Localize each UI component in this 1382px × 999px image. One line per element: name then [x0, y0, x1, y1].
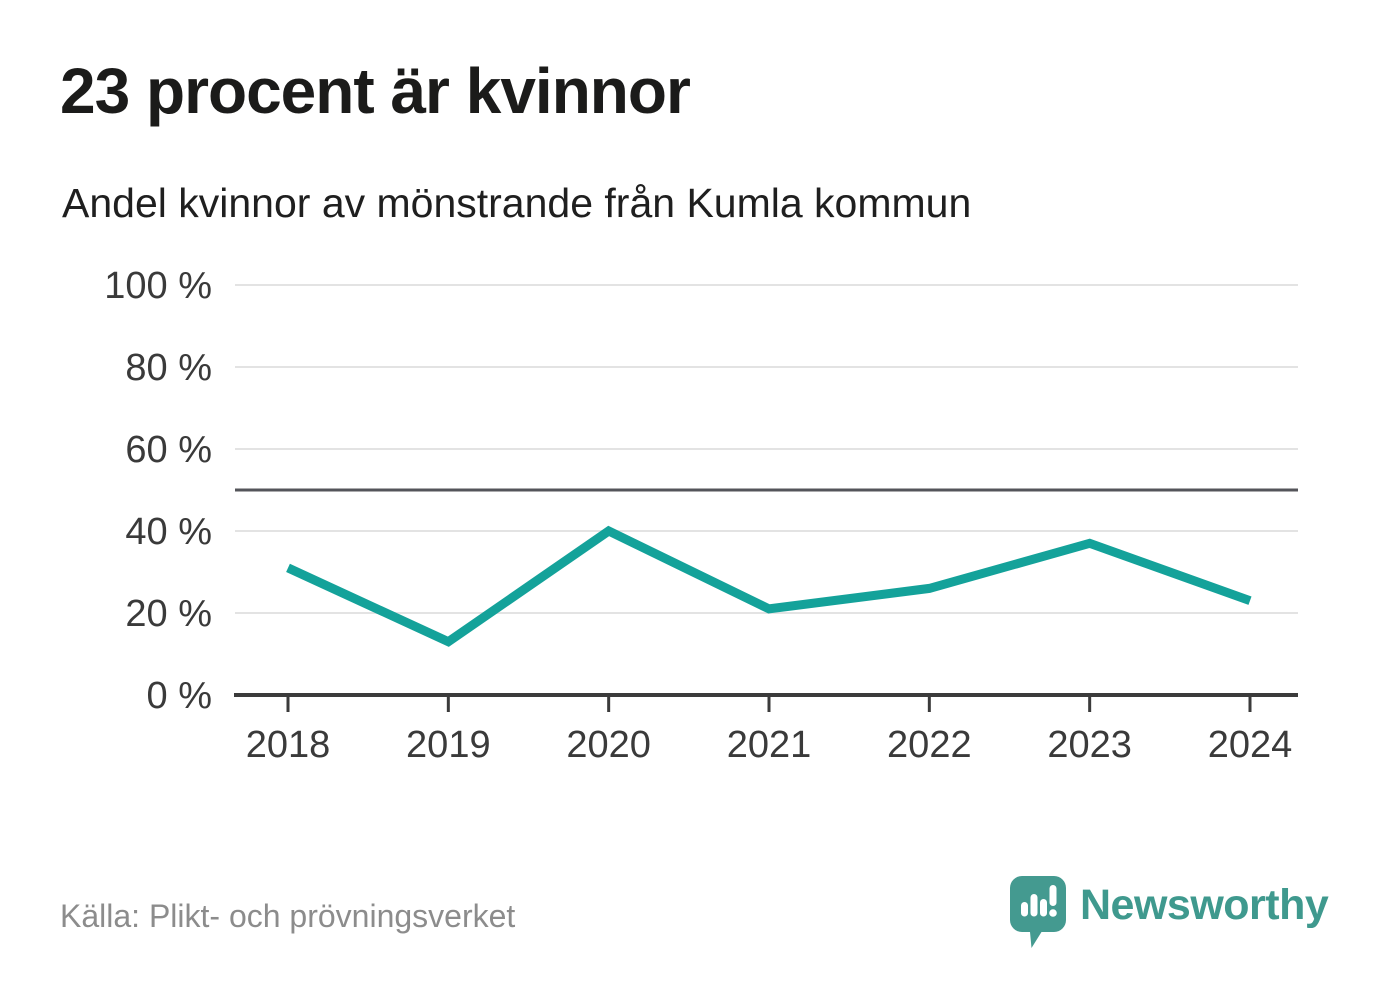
logo-exclamation-bar — [1049, 885, 1057, 906]
source-caption: Källa: Plikt- och prövningsverket — [60, 898, 516, 934]
x-tick-label-2024: 2024 — [1208, 724, 1293, 766]
logo-exclamation-dot — [1049, 909, 1057, 917]
y-tick-label-80: 80 % — [125, 347, 212, 389]
data-series-line — [286, 525, 1252, 647]
logo-bar-1 — [1021, 902, 1028, 917]
x-tick-label-2021: 2021 — [727, 724, 812, 766]
y-tick-label-20: 20 % — [125, 593, 212, 635]
y-tick-label-100: 100 % — [104, 265, 212, 307]
x-tick-label-2019: 2019 — [406, 724, 491, 766]
x-tick-label-2018: 2018 — [246, 724, 331, 766]
line-chart: 0 % 20 % 40 % 60 % 80 % 100 % 2018 2019 2020 2021… — [104, 265, 1298, 766]
y-tick-label-0: 0 % — [147, 675, 212, 717]
newsworthy-wordmark: Newsworthy — [1080, 881, 1329, 929]
chart-title: 23 procent är kvinnor — [60, 55, 691, 127]
x-tick-label-2023: 2023 — [1047, 724, 1132, 766]
chart-subtitle: Andel kvinnor av mönstrande från Kumla k… — [62, 180, 972, 226]
logo-bar-2 — [1030, 894, 1038, 917]
y-tick-label-60: 60 % — [125, 429, 212, 471]
y-tick-label-40: 40 % — [125, 511, 212, 553]
speech-bubble-shape — [1010, 876, 1066, 948]
x-tick-label-2020: 2020 — [566, 724, 651, 766]
logo-bar-3 — [1040, 899, 1047, 917]
newsworthy-logo-icon — [1010, 876, 1066, 948]
x-tick-label-2022: 2022 — [887, 724, 972, 766]
